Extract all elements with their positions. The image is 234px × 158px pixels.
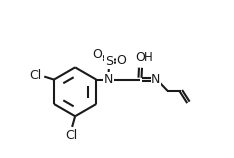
Text: Cl: Cl [65, 129, 77, 142]
Text: S: S [105, 55, 113, 68]
Text: Cl: Cl [29, 69, 41, 82]
Text: H: H [144, 51, 153, 64]
Text: N: N [151, 73, 161, 86]
Text: O: O [135, 51, 145, 64]
Text: N: N [104, 73, 113, 86]
Text: O: O [92, 48, 102, 61]
Text: O: O [116, 55, 126, 67]
